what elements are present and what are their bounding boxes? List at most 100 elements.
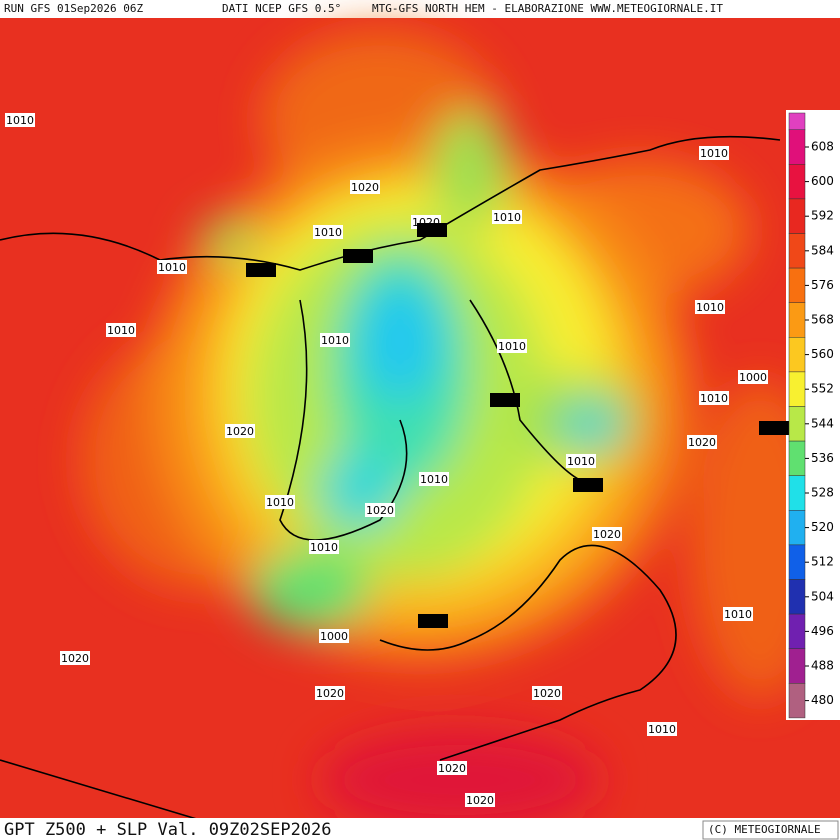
isobar-label: 1010: [107, 324, 135, 337]
isobar-label-box: [313, 225, 343, 239]
legend-label: 600: [811, 174, 834, 188]
legend-label: 512: [811, 555, 834, 569]
isobar-label-box: [490, 393, 520, 407]
isobar-label: 1000: [320, 630, 348, 643]
isobar-label: 1020: [533, 687, 561, 700]
isobar-label: 1010: [6, 114, 34, 127]
legend-swatch: [788, 648, 806, 684]
isobar-label: 552: [251, 264, 272, 277]
isobar-label-box: [319, 629, 349, 643]
isobar-label: 1020: [366, 504, 394, 517]
isobar-label-box: [647, 722, 677, 736]
copyright: (C) METEOGIORNALE: [708, 823, 821, 836]
isobar-label-box: [343, 249, 373, 263]
coastlines: [0, 135, 781, 821]
isobar-label-box: [759, 421, 789, 435]
legend-swatch: [788, 579, 806, 615]
isobar-label-box: [573, 478, 603, 492]
legend-swatch: [788, 267, 806, 303]
isobar-label-box: [532, 686, 562, 700]
isobar-label: 1010: [420, 473, 448, 486]
isobar-label: 1010: [700, 147, 728, 160]
legend-swatch: [788, 544, 806, 580]
isobar-label: 1020: [351, 181, 379, 194]
isobar-label: 1020: [226, 425, 254, 438]
isobar-label: 552: [422, 224, 443, 237]
isobar-label-box: [60, 651, 90, 665]
isobar-label: 1010: [266, 496, 294, 509]
isobar-label-box: [687, 435, 717, 449]
isobar-label-box: [699, 146, 729, 160]
isobar-label: 1020: [593, 528, 621, 541]
isobar-label-box: [315, 686, 345, 700]
legend-label: 520: [811, 520, 834, 534]
isobar-label: 552: [495, 394, 516, 407]
isobar-label: 1010: [493, 211, 521, 224]
legend-swatch: [788, 164, 806, 200]
isobar-label-box: [497, 339, 527, 353]
isobar-label: 1010: [321, 334, 349, 347]
isobar-label-box: [418, 614, 448, 628]
legend-label: 496: [811, 624, 834, 638]
isobar-label-box: [5, 113, 35, 127]
isobar-label: 1020: [61, 652, 89, 665]
isobar-label: 1010: [567, 455, 595, 468]
legend-swatch: [788, 129, 806, 165]
isobar-label: 1010: [310, 541, 338, 554]
legend-swatch: [788, 613, 806, 649]
copyright-box: [702, 820, 839, 840]
legend-swatch: [788, 440, 806, 476]
isobar-label: 1020: [688, 436, 716, 449]
isobar-label-box: [320, 333, 350, 347]
isobar-label-box: [106, 323, 136, 337]
height-field: [80, 30, 830, 830]
isobar-label: 1010: [700, 392, 728, 405]
isobar-label: 1010: [696, 301, 724, 314]
isobar-label: 1010: [498, 340, 526, 353]
isobar-label-box: [225, 424, 255, 438]
legend-label: 528: [811, 486, 834, 500]
legend-label: 504: [811, 589, 834, 603]
isobar-label-box: [723, 607, 753, 621]
legend-swatch: [788, 198, 806, 234]
isobar-label: 1010: [724, 608, 752, 621]
isobar-label: 101: [764, 422, 785, 435]
legend-label: 544: [811, 416, 834, 430]
isobar-label: 552: [348, 250, 369, 263]
legend-label: 576: [811, 278, 834, 292]
isobar-label: 1010: [158, 261, 186, 274]
legend-label: 584: [811, 243, 834, 257]
isobar-label-box: [738, 370, 768, 384]
isobar-label-box: [695, 300, 725, 314]
isobar-label: 1000: [739, 371, 767, 384]
legend-label: 608: [811, 140, 834, 154]
isobar-label: 1010: [314, 226, 342, 239]
isobar-label-box: [492, 210, 522, 224]
isobar-label-box: [592, 527, 622, 541]
isobar-label-box: [309, 540, 339, 554]
isobar-label: 552: [423, 615, 444, 628]
isobar-label-box: [157, 260, 187, 274]
legend-label: 536: [811, 451, 834, 465]
legend-label: 560: [811, 347, 834, 361]
legend-label: 480: [811, 693, 834, 707]
legend-swatch: [788, 510, 806, 546]
legend-swatch: [788, 337, 806, 373]
isobar-label-box: [265, 495, 295, 509]
legend-label: 488: [811, 659, 834, 673]
legend-swatch-top: [788, 112, 806, 131]
isobar-label: 1020: [316, 687, 344, 700]
isobar-label: 1020: [438, 762, 466, 775]
legend-label: 568: [811, 313, 834, 327]
credit: MTG-GFS NORTH HEM - ELABORAZIONE WWW.MET…: [372, 2, 723, 15]
legend-swatch: [788, 371, 806, 407]
legend-swatch: [788, 475, 806, 511]
isobar-label-box: [437, 761, 467, 775]
isobar-label-box: [699, 391, 729, 405]
isobar-label-box: [417, 223, 447, 237]
isobar-label-box: [419, 472, 449, 486]
map-title: GPT Z500 + SLP Val. 09Z02SEP2026: [4, 820, 332, 840]
isobar-label: 552: [578, 479, 599, 492]
